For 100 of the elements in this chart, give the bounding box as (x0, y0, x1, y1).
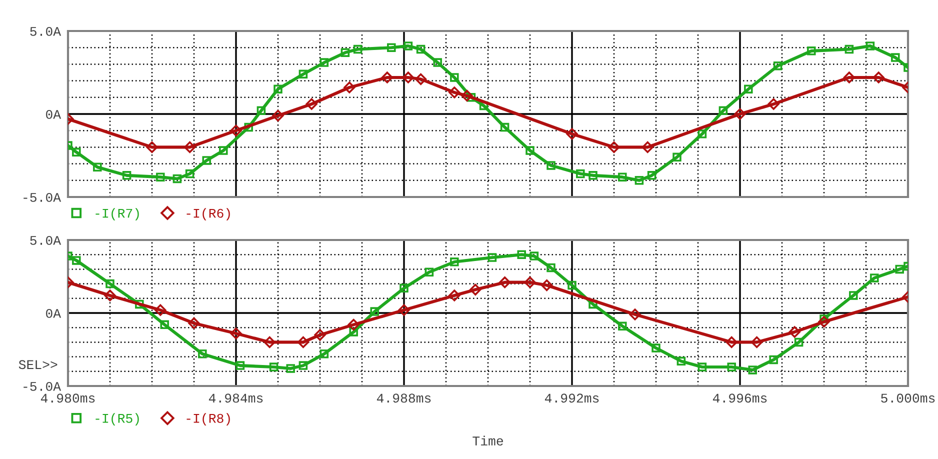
point (891, 53, 900, 62)
y-tick-label: 0A (46, 308, 62, 318)
point (230, 124, 242, 136)
point (676, 356, 686, 366)
point (269, 362, 278, 372)
point (872, 72, 884, 84)
point (794, 338, 804, 347)
point (750, 336, 763, 348)
point (340, 48, 350, 57)
point (618, 172, 627, 182)
text: SEL>> (18, 360, 58, 370)
point (106, 279, 114, 288)
point (230, 328, 242, 340)
point (348, 318, 360, 330)
point (236, 361, 245, 370)
point (72, 148, 81, 157)
point (264, 336, 276, 348)
point (387, 43, 396, 52)
point (185, 169, 194, 178)
point (773, 61, 782, 70)
point (135, 300, 144, 309)
point (202, 156, 211, 165)
point (698, 130, 707, 138)
point (647, 171, 656, 180)
point (198, 350, 207, 358)
y-tick-label: -5.0A (24, 382, 62, 391)
point (448, 290, 460, 302)
point (500, 122, 510, 132)
point (219, 146, 228, 155)
x-tick-label: 4.996ms (712, 394, 767, 403)
point (461, 90, 473, 102)
point (768, 98, 780, 110)
point (274, 84, 282, 94)
point (540, 279, 553, 292)
x-tick-label: 4.980ms (40, 394, 95, 403)
point (184, 141, 196, 154)
point (154, 304, 166, 316)
y-tick-label: -5.0A (24, 192, 62, 202)
x-tick-label: 4.988ms (376, 394, 431, 403)
point (272, 110, 284, 122)
point (618, 322, 627, 331)
legend-label: -I(R5) (96, 413, 139, 426)
point (314, 329, 326, 341)
point (849, 291, 858, 300)
point (652, 344, 660, 352)
point (629, 308, 641, 320)
point (634, 176, 644, 185)
point (424, 268, 434, 276)
point (748, 366, 757, 374)
point (297, 336, 310, 348)
point (398, 304, 410, 316)
point (566, 128, 578, 140)
point (400, 284, 408, 293)
point (870, 274, 879, 282)
point (160, 320, 169, 330)
point (414, 73, 427, 85)
point (844, 44, 854, 54)
point (524, 276, 536, 288)
point (818, 316, 830, 328)
point (843, 72, 856, 84)
point (188, 317, 200, 330)
point (450, 258, 459, 266)
x-axis-title: Time (472, 436, 503, 446)
point (568, 280, 576, 290)
point (807, 46, 816, 56)
point (448, 86, 460, 98)
point (286, 364, 295, 373)
point (244, 122, 253, 132)
point (104, 290, 116, 302)
point (727, 362, 736, 372)
x-tick-label: 4.984ms (208, 394, 263, 403)
y-tick-label: 0A (46, 110, 62, 119)
point (172, 174, 182, 184)
point (488, 253, 497, 262)
point (298, 70, 308, 79)
point (320, 350, 329, 358)
point (718, 106, 728, 116)
point (353, 44, 362, 54)
point (734, 108, 746, 120)
point (320, 58, 329, 67)
point (93, 162, 102, 172)
point (498, 276, 511, 288)
point (769, 355, 778, 364)
y-tick-label: 5.0A (30, 26, 62, 36)
point (588, 171, 598, 180)
point (416, 44, 426, 54)
point (530, 252, 539, 260)
point (298, 361, 308, 370)
point (672, 152, 682, 162)
legend-label: -I(R8) (186, 413, 230, 426)
point (381, 72, 394, 84)
legend-label: -I(R6) (186, 208, 230, 220)
point (866, 42, 875, 50)
legend-label: -I(R7) (96, 208, 139, 220)
point (344, 82, 356, 94)
point (726, 336, 738, 348)
point (895, 264, 904, 274)
point (546, 263, 556, 272)
point (744, 84, 753, 94)
y-tick-label: 5.0A (30, 236, 62, 245)
